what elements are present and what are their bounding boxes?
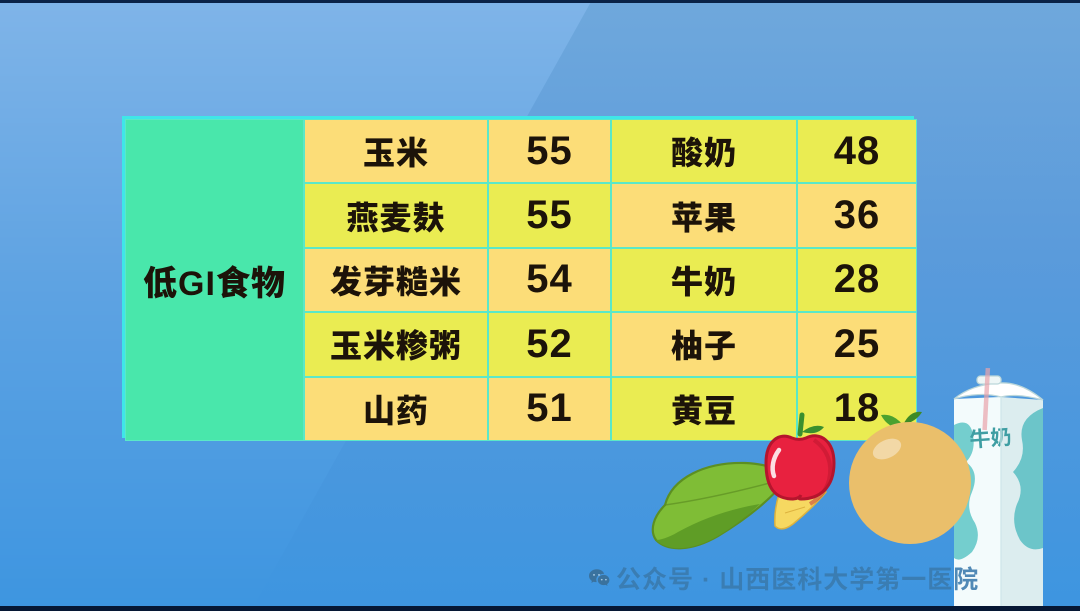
svg-text:牛奶: 牛奶 [969,426,1013,452]
